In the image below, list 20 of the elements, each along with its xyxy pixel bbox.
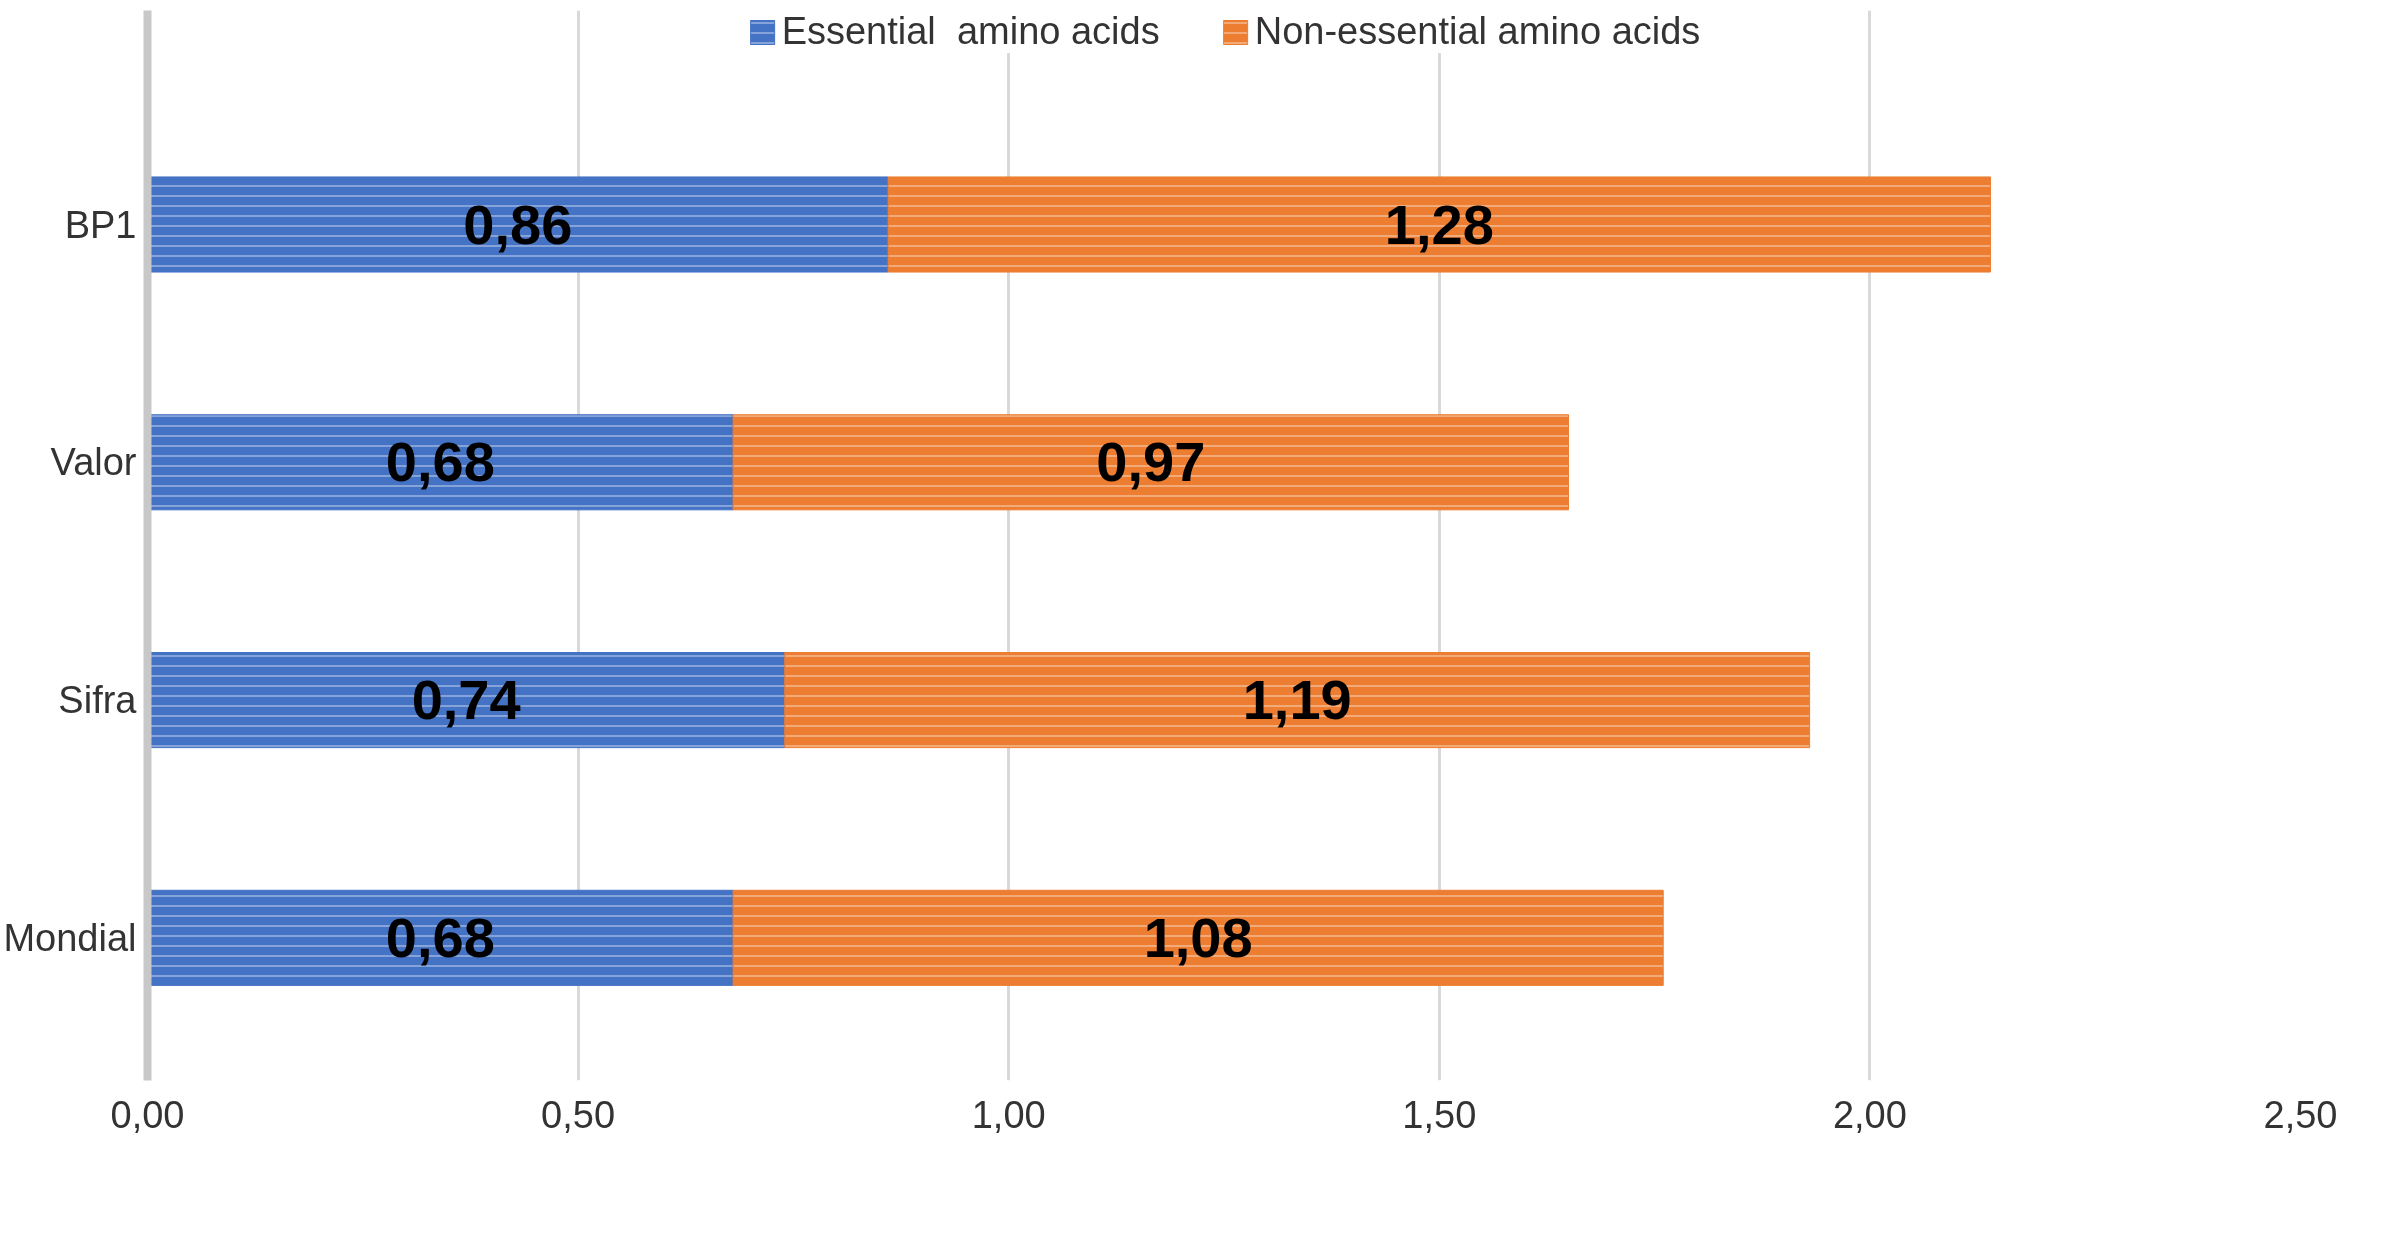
y-tick-label: BP1: [64, 203, 137, 246]
data-label: 0,68: [385, 905, 495, 969]
y-tick-label: Sifra: [58, 679, 138, 722]
x-tick-label: 2,50: [2263, 1093, 2338, 1136]
x-tick-label: 1,50: [1402, 1093, 1477, 1136]
legend-label: Essential amino acids: [781, 10, 1160, 53]
data-label: 1,08: [1143, 905, 1253, 969]
data-label: 0,86: [463, 192, 573, 256]
data-label: 0,97: [1096, 430, 1206, 494]
legend-label: Non-essential amino acids: [1254, 10, 1701, 53]
data-label: 0,74: [411, 668, 521, 732]
data-label: 0,68: [385, 430, 495, 494]
data-label: 1,28: [1384, 192, 1494, 256]
y-tick-label: Valor: [50, 441, 137, 484]
x-tick-label: 0,50: [541, 1093, 616, 1136]
x-tick-label: 2,00: [1832, 1093, 1907, 1136]
y-tick-label: Mondial: [3, 916, 137, 959]
data-label: 1,19: [1242, 668, 1352, 732]
x-tick-label: 1,00: [971, 1093, 1046, 1136]
x-tick-label: 0,00: [110, 1093, 185, 1136]
